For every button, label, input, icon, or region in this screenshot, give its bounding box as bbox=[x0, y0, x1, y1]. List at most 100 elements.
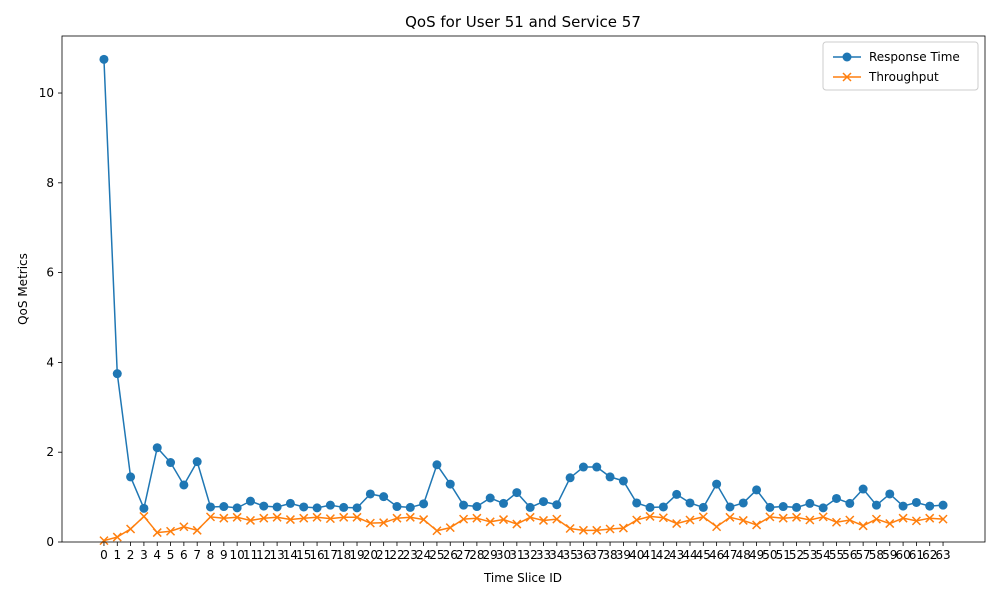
response-time-point bbox=[272, 502, 282, 512]
throughput-point bbox=[605, 524, 615, 534]
response-time-point bbox=[126, 472, 136, 482]
response-time-point bbox=[139, 503, 149, 513]
x-tick-label: 62 bbox=[922, 548, 937, 562]
x-tick-label: 47 bbox=[722, 548, 737, 562]
x-tick-label: 57 bbox=[855, 548, 870, 562]
legend-box bbox=[822, 41, 979, 91]
x-tick-label: 34 bbox=[549, 548, 564, 562]
response-time-point bbox=[725, 502, 735, 512]
response-time-point bbox=[752, 485, 762, 495]
response-time-point bbox=[285, 498, 295, 508]
x-tick-label: 15 bbox=[296, 548, 311, 562]
throughput-point bbox=[139, 511, 149, 521]
throughput-point bbox=[818, 512, 828, 522]
x-tick-label: 37 bbox=[589, 548, 604, 562]
throughput-line bbox=[103, 515, 944, 542]
response-time-point bbox=[112, 369, 122, 379]
x-tick-label: 56 bbox=[842, 548, 857, 562]
response-time-point bbox=[512, 488, 522, 498]
throughput-point bbox=[166, 526, 176, 536]
x-tick-label: 4 bbox=[153, 548, 161, 562]
response-time-point bbox=[352, 503, 362, 513]
x-tick-label: 52 bbox=[789, 548, 804, 562]
x-tick-label: 22 bbox=[389, 548, 404, 562]
throughput-point bbox=[352, 512, 362, 522]
response-time-point bbox=[312, 503, 322, 513]
x-tick-label: 40 bbox=[629, 548, 644, 562]
response-time-point bbox=[645, 502, 655, 512]
x-tick-label: 53 bbox=[802, 548, 817, 562]
throughput-point bbox=[232, 512, 242, 522]
throughput-point bbox=[685, 515, 695, 525]
throughput-legend-marker bbox=[842, 72, 852, 82]
throughput-point bbox=[712, 522, 722, 532]
response-time-point bbox=[392, 502, 402, 512]
throughput-point bbox=[179, 522, 189, 532]
x-tick-label: 51 bbox=[776, 548, 791, 562]
y-axis-label: QoS Metrics bbox=[16, 253, 30, 325]
throughput-point bbox=[698, 512, 708, 522]
throughput-point bbox=[312, 512, 322, 522]
x-tick-label: 32 bbox=[523, 548, 538, 562]
y-tick-label: 10 bbox=[39, 86, 54, 100]
x-tick-label: 10 bbox=[230, 548, 245, 562]
response-time-point bbox=[419, 499, 429, 509]
legend: Response Time Throughput bbox=[822, 41, 979, 91]
x-tick-label: 59 bbox=[882, 548, 897, 562]
response-time-point bbox=[405, 502, 415, 512]
x-tick-label: 19 bbox=[349, 548, 364, 562]
response-time-point bbox=[339, 502, 349, 512]
throughput-point bbox=[285, 515, 295, 525]
response-time-point bbox=[325, 500, 335, 510]
throughput-point bbox=[871, 514, 881, 524]
response-time-point bbox=[898, 501, 908, 511]
throughput-point bbox=[618, 523, 628, 533]
x-tick-label: 14 bbox=[283, 548, 298, 562]
response-time-point bbox=[538, 497, 548, 507]
response-time-point bbox=[792, 502, 802, 512]
x-tick-label: 55 bbox=[829, 548, 844, 562]
response-time-point bbox=[592, 462, 602, 472]
x-tick-label: 24 bbox=[416, 548, 431, 562]
x-tick-label: 11 bbox=[243, 548, 258, 562]
throughput-point bbox=[419, 515, 429, 525]
response-time-point bbox=[765, 502, 775, 512]
throughput-point bbox=[112, 532, 122, 542]
throughput-point bbox=[472, 513, 482, 523]
x-tick-label: 43 bbox=[669, 548, 684, 562]
throughput-point bbox=[512, 519, 522, 529]
response-time-legend-marker bbox=[842, 52, 852, 62]
throughput-point bbox=[339, 512, 349, 522]
response-time-point bbox=[259, 501, 269, 511]
throughput-point bbox=[392, 513, 402, 523]
response-time-point bbox=[672, 489, 682, 499]
x-tick-label: 0 bbox=[100, 548, 108, 562]
x-axis-label: Time Slice ID bbox=[483, 571, 562, 585]
x-tick-label: 38 bbox=[602, 548, 617, 562]
throughput-point bbox=[805, 515, 815, 525]
y-tick-label: 4 bbox=[46, 355, 54, 369]
throughput-point bbox=[325, 514, 335, 524]
response-time-point bbox=[219, 502, 229, 512]
throughput-point bbox=[405, 512, 415, 522]
response-time-point bbox=[552, 500, 562, 510]
x-tick-label: 6 bbox=[180, 548, 188, 562]
response-time-point bbox=[166, 458, 176, 468]
x-tick-label: 1 bbox=[113, 548, 121, 562]
throughput-point bbox=[152, 528, 162, 538]
throughput-point bbox=[299, 513, 309, 523]
x-tick-label: 25 bbox=[429, 548, 444, 562]
response-time-legend-label: Response Time bbox=[869, 50, 960, 64]
y-tick-label: 8 bbox=[46, 176, 54, 190]
response-time-point bbox=[605, 472, 615, 482]
throughput-point bbox=[432, 526, 442, 536]
response-time-point bbox=[485, 493, 495, 503]
x-tick-label: 23 bbox=[403, 548, 418, 562]
response-time-point bbox=[459, 500, 469, 510]
x-tick-label: 49 bbox=[749, 548, 764, 562]
x-tick-label: 29 bbox=[483, 548, 498, 562]
x-tick-label: 39 bbox=[616, 548, 631, 562]
x-tick-label: 54 bbox=[816, 548, 831, 562]
response-time-point bbox=[578, 462, 588, 472]
throughput-point bbox=[831, 517, 842, 527]
